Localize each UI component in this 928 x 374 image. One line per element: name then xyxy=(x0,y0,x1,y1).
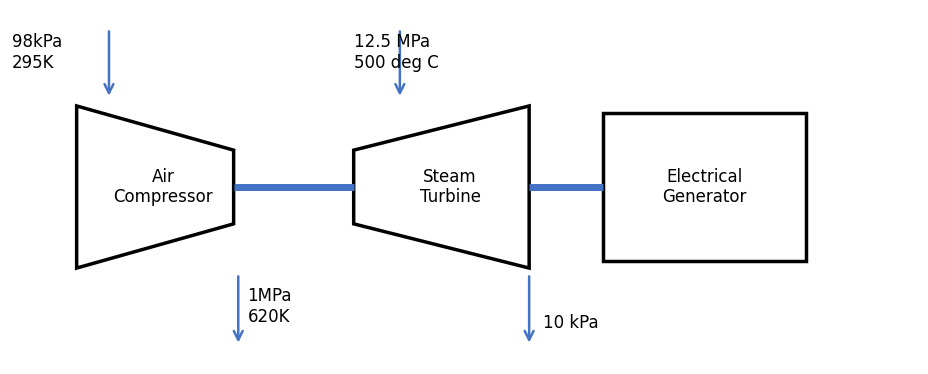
Text: 1MPa
620K: 1MPa 620K xyxy=(247,287,291,326)
Polygon shape xyxy=(354,106,529,268)
Bar xyxy=(602,113,806,261)
Text: Steam
Turbine: Steam Turbine xyxy=(419,168,480,206)
Polygon shape xyxy=(77,106,233,268)
Text: 10 kPa: 10 kPa xyxy=(542,314,598,332)
Text: 98kPa
295K: 98kPa 295K xyxy=(12,33,62,72)
Text: Electrical
Generator: Electrical Generator xyxy=(662,168,746,206)
Text: 12.5 MPa
500 deg C: 12.5 MPa 500 deg C xyxy=(354,33,438,72)
Text: Air
Compressor: Air Compressor xyxy=(113,168,213,206)
